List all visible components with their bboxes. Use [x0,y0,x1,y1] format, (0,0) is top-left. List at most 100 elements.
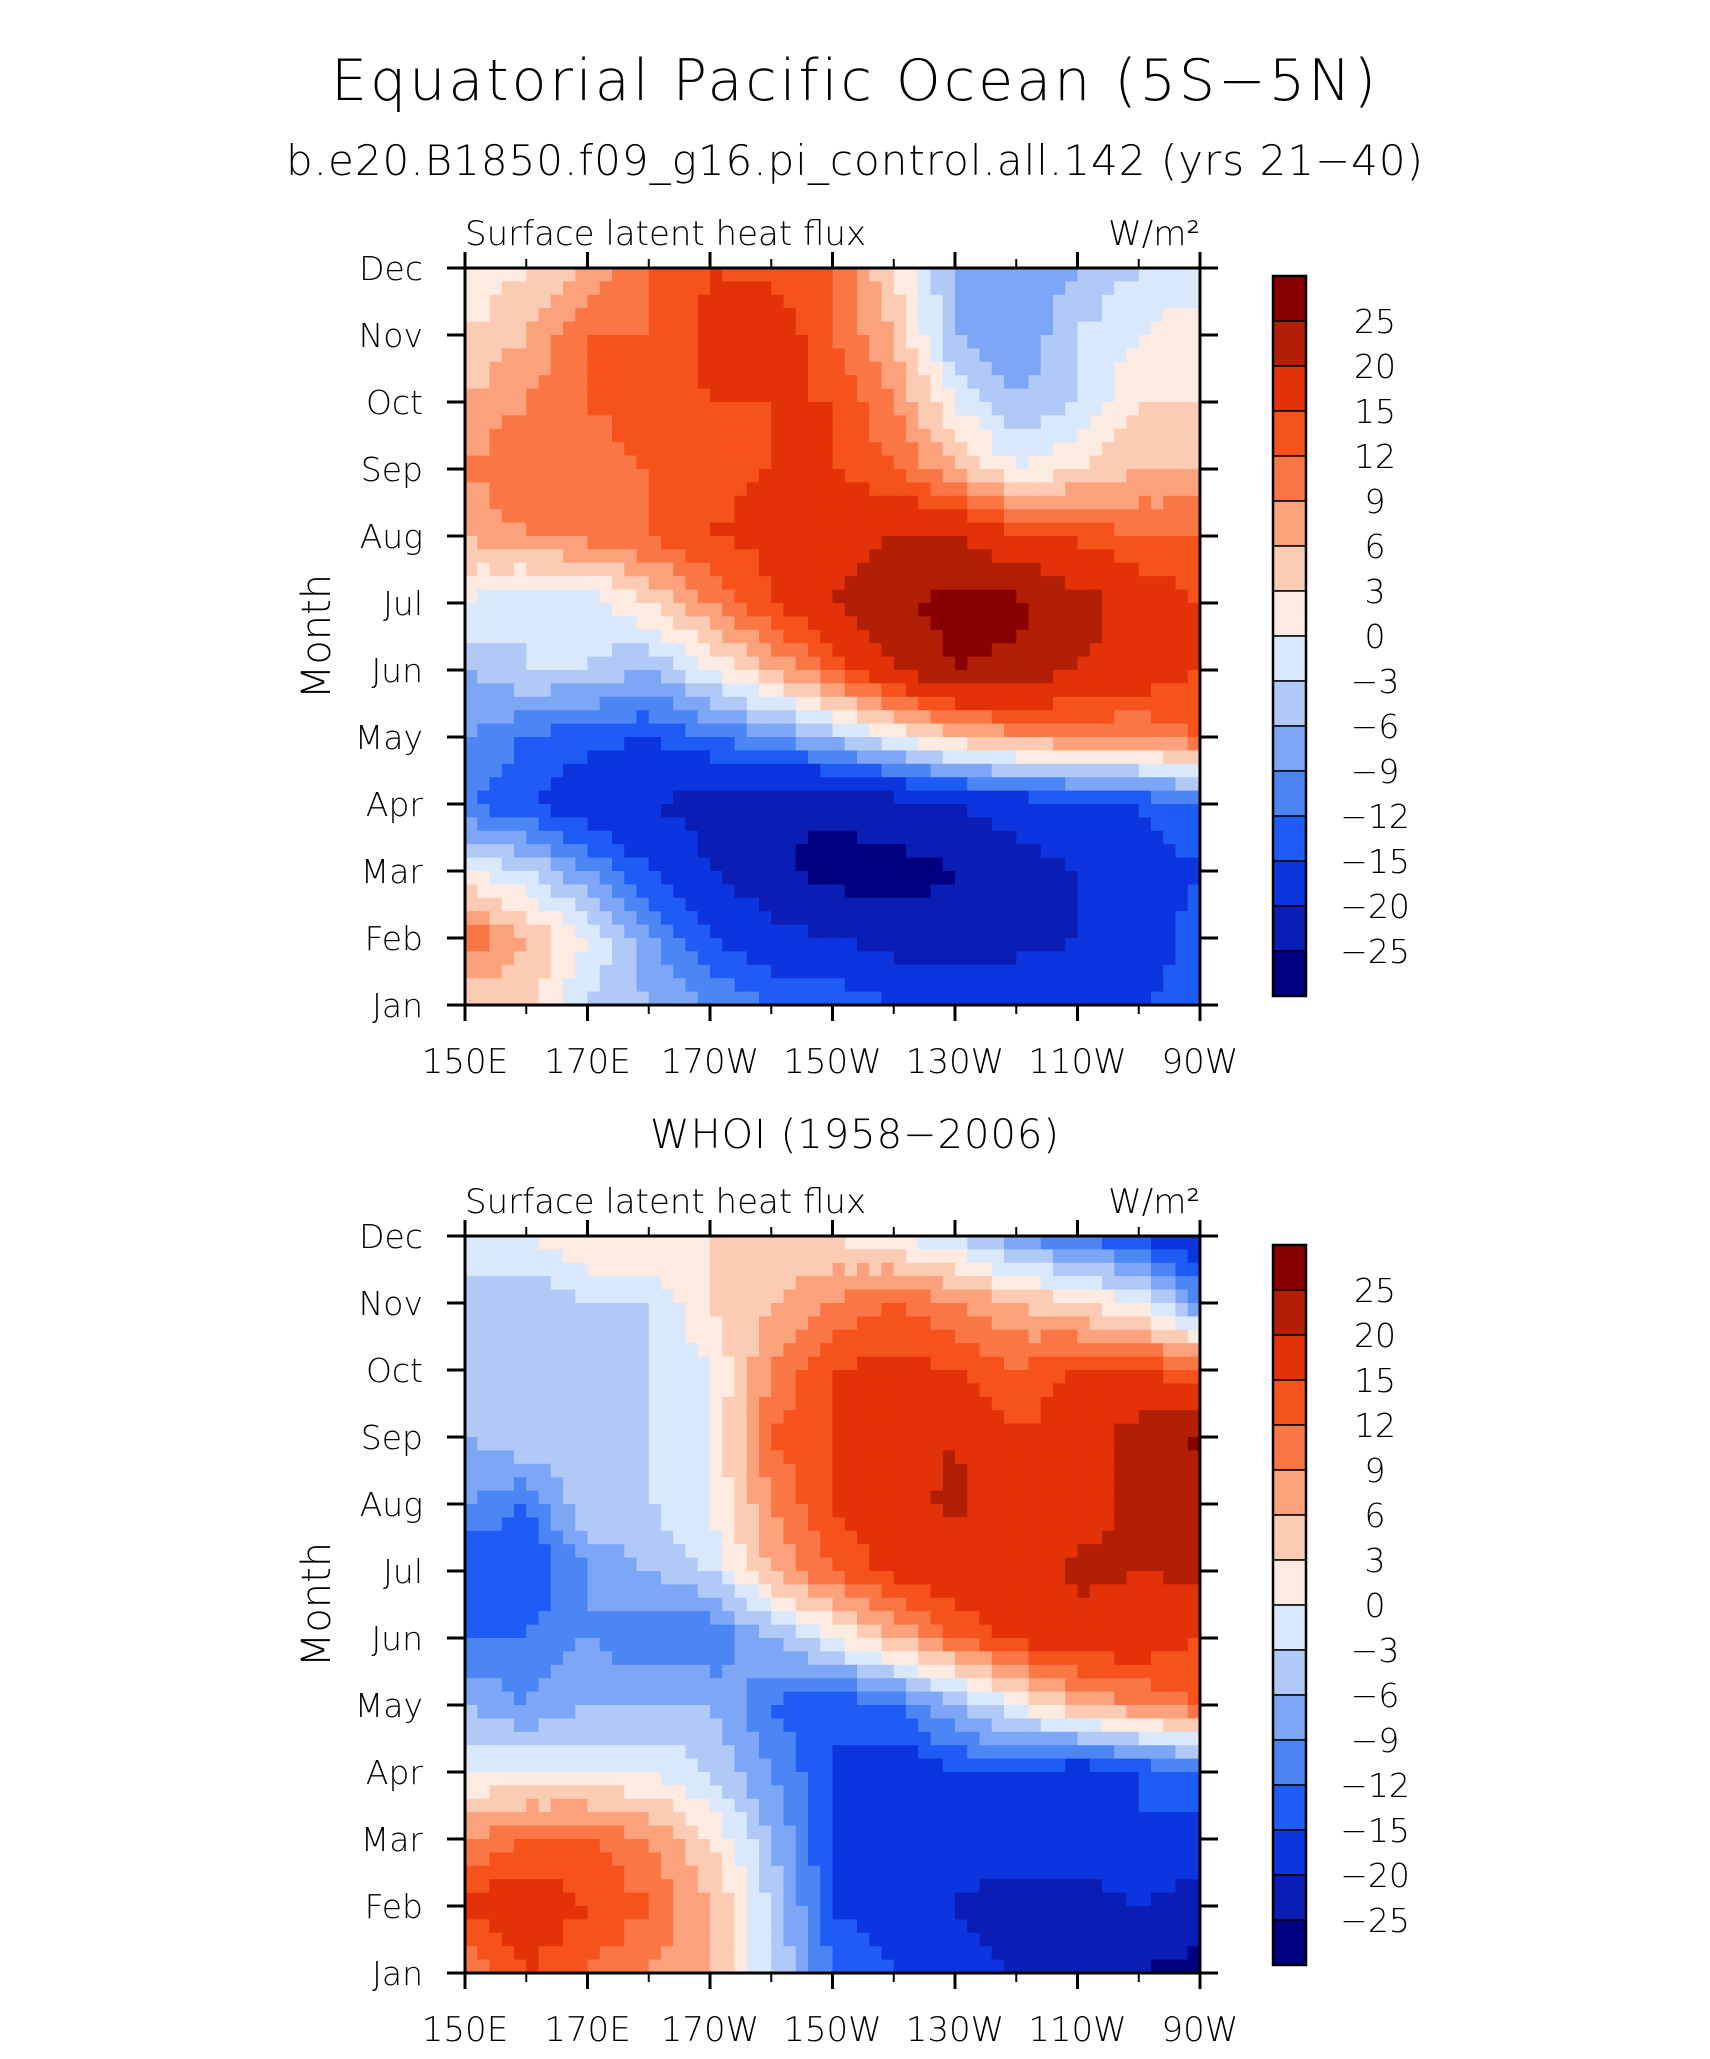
heatmap-cell [906,308,919,323]
heatmap-cell [526,268,540,282]
heatmap-cell [1163,268,1177,282]
heatmap-cell [587,294,601,309]
heatmap-cell [820,294,834,309]
heatmap-cell [722,1329,736,1344]
heatmap-cell [918,268,932,282]
heatmap-cell [661,1477,674,1492]
heatmap-cell [942,1262,956,1277]
heatmap-cell [1126,1437,1140,1451]
heatmap-cell [881,1490,895,1505]
heatmap-cell [550,1571,564,1585]
heatmap-cell [1077,1316,1091,1331]
heatmap-cell [599,1303,613,1317]
heatmap-cell [759,1303,772,1317]
heatmap-cell [563,1329,576,1344]
heatmap-cell [979,1490,993,1505]
heatmap-cell [550,1236,564,1250]
heatmap-cell [624,1463,638,1478]
heatmap-cell [893,1276,907,1291]
heatmap-cell [1151,1383,1164,1398]
heatmap-cell [771,1423,785,1438]
heatmap-cell [1114,1289,1128,1304]
heatmap-cell [624,1343,638,1358]
heatmap-cell [563,1383,576,1398]
heatmap-cell [1004,1477,1017,1492]
heatmap-cell [538,1356,552,1371]
heatmap-cell [489,1517,503,1532]
heatmap-cell [526,1289,540,1304]
heatmap-cell [1065,1329,1079,1344]
heatmap-cell [465,1249,478,1264]
heatmap-cell [783,1517,797,1532]
heatmap-cell [636,1557,650,1572]
heatmap-cell [636,1303,650,1317]
heatmap-cell [501,1557,515,1572]
heatmap-cell [636,308,650,323]
heatmap-cell [759,1450,772,1465]
heatmap-cell [636,1490,650,1505]
heatmap-cell [489,281,503,296]
heatmap-cell [722,1303,736,1317]
heatmap-cell [1175,1504,1189,1518]
heatmap-cell [759,1329,772,1344]
heatmap-cell [550,1249,564,1264]
heatmap-cell [1040,1383,1054,1398]
heatmap-cell [734,1276,748,1291]
heatmap-cell [1065,1343,1079,1358]
heatmap-cell [930,1410,944,1425]
heatmap-cell [918,1530,932,1545]
heatmap-cell [563,1249,576,1264]
heatmap-cell [1126,281,1140,296]
heatmap-cell [1004,1423,1017,1438]
heatmap-cell [636,1276,650,1291]
heatmap-cell [514,1262,527,1277]
heatmap-cell [636,1437,650,1451]
heatmap-cell [1138,1343,1152,1358]
heatmap-cell [648,1303,662,1317]
heatmap-cell [673,281,687,296]
heatmap-cell [1004,1383,1017,1398]
heatmap-cell [893,1530,907,1545]
heatmap-cell [1028,1289,1042,1304]
heatmap-cell [526,1557,540,1572]
heatmap-cell [1114,1316,1128,1331]
heatmap-cell [795,1557,809,1572]
heatmap-cell [550,268,564,282]
heatmap-cell [685,1477,699,1492]
heatmap-cell [624,1356,638,1371]
heatmap-cell [1175,294,1189,309]
heatmap-cell [563,1396,576,1411]
heatmap-cell [526,1463,540,1478]
heatmap-cell [661,1423,674,1438]
heatmap-cell [1126,1450,1140,1465]
heatmap-cell [991,281,1005,296]
heatmap-cell [734,1303,748,1317]
heatmap-cell [575,281,589,296]
heatmap-cell [1114,1356,1128,1371]
heatmap-cell [1114,1557,1128,1572]
heatmap-cell [465,1356,478,1371]
heatmap-cell [587,1396,601,1411]
heatmap-cell [465,1383,478,1398]
heatmap-cell [967,1249,981,1264]
heatmap-cell [477,1477,491,1492]
heatmap-cell [930,1329,944,1344]
heatmap-cell [575,1450,589,1465]
heatmap-cell [538,1262,552,1277]
heatmap-cell [599,1504,613,1518]
heatmap-cell [759,1490,772,1505]
heatmap-cell [587,1329,601,1344]
heatmap-cell [673,1410,687,1425]
heatmap-cell [489,1544,503,1559]
heatmap-cell [514,1423,527,1438]
heatmap-cell [1028,1236,1042,1250]
heatmap-cell [857,294,870,309]
heatmap-cell [832,1249,846,1264]
heatmap-cell [599,1477,613,1492]
heatmap-cell [734,1530,748,1545]
heatmap-cell [1126,1356,1140,1371]
heatmap-cell [808,1343,821,1358]
heatmap-cell [955,1517,968,1532]
heatmap-cell [1077,1276,1091,1291]
heatmap-cell [1028,1504,1042,1518]
